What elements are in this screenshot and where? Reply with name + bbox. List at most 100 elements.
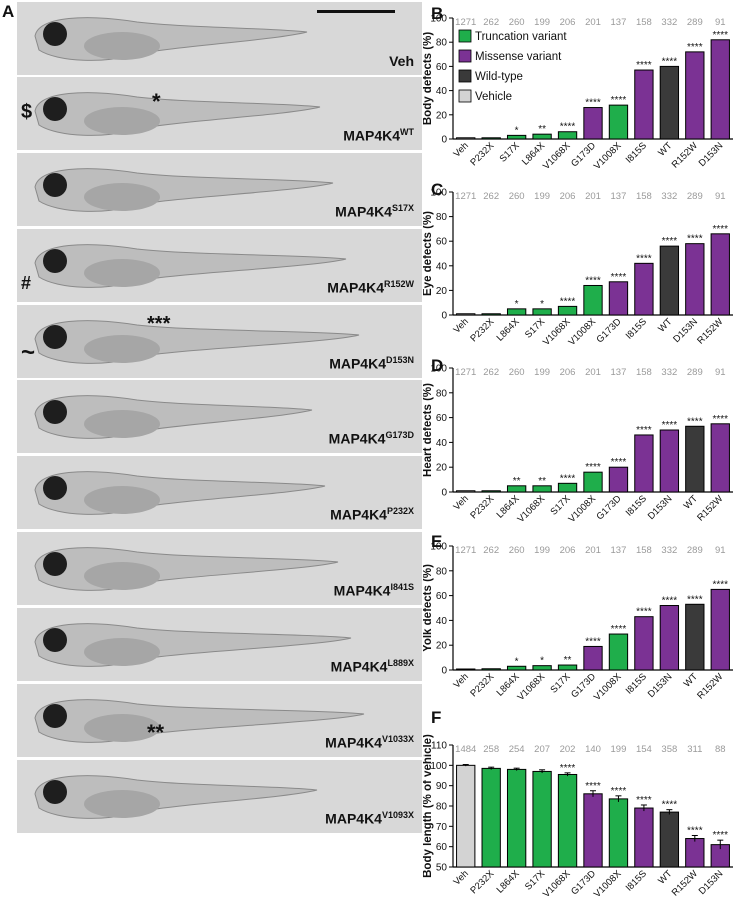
y-tick-label: 0 xyxy=(441,666,447,677)
y-tick-label: 20 xyxy=(436,463,448,474)
sample-size-label: 311 xyxy=(687,744,702,755)
significance-label: * xyxy=(540,299,544,310)
significance-label: **** xyxy=(611,95,627,106)
sample-size-label: 1484 xyxy=(455,744,476,755)
legend-label: Wild-type xyxy=(475,71,523,83)
zebrafish-larva-image xyxy=(34,10,395,61)
significance-label: **** xyxy=(662,800,678,811)
bar xyxy=(583,645,603,671)
bar xyxy=(532,485,552,493)
significance-label: **** xyxy=(560,473,576,484)
bar xyxy=(583,471,603,493)
y-tick-label: 60 xyxy=(436,842,448,853)
bar xyxy=(456,490,476,493)
y-tick-label: 60 xyxy=(436,62,448,73)
sample-size-label: 332 xyxy=(661,191,677,202)
fish-row-label-variant: R152W xyxy=(383,279,414,290)
y-tick-label: 40 xyxy=(436,438,448,449)
x-tick-label: G173D xyxy=(595,493,624,522)
sample-size-label: 158 xyxy=(636,545,652,556)
bar xyxy=(506,308,527,316)
bar xyxy=(481,137,501,140)
significance-label: **** xyxy=(560,296,576,307)
fish-row-label-variant: G173D xyxy=(385,430,414,441)
sample-size-label: 140 xyxy=(585,744,601,755)
bar xyxy=(557,305,578,316)
significance-label: **** xyxy=(662,420,678,431)
significance-label: **** xyxy=(585,98,601,109)
sample-size-label: 91 xyxy=(715,545,726,556)
significance-label: **** xyxy=(712,30,728,41)
bar xyxy=(481,668,501,671)
zebrafish-larva-image xyxy=(34,547,339,591)
y-tick-label: 0 xyxy=(441,488,447,499)
sample-size-label: 199 xyxy=(534,545,550,556)
x-tick-label: R152W xyxy=(695,671,725,701)
sample-size-label: 202 xyxy=(560,744,576,755)
x-tick-label: V1068X xyxy=(541,868,573,900)
sample-size-label: 206 xyxy=(560,545,576,556)
bar xyxy=(685,51,705,140)
fish-image-row: MAP4K4L889X xyxy=(17,608,422,681)
sample-size-label: 262 xyxy=(483,545,499,556)
fish-row-label-main: MAP4K4 xyxy=(329,356,386,372)
fish-row-label: MAP4K4WT xyxy=(343,127,414,144)
bar xyxy=(532,770,552,868)
sample-size-label: 137 xyxy=(611,367,627,378)
bar xyxy=(506,134,527,140)
bar xyxy=(659,245,680,316)
x-tick-label: V1068X xyxy=(516,671,548,703)
bar xyxy=(634,69,654,140)
fish-image-row: MAP4K4P232X xyxy=(17,456,422,529)
bar xyxy=(710,423,730,493)
fish-image-panel: A Veh MAP4K4WT $ * MAP4K4S17X MAP4K4R152W # MAP… xyxy=(2,2,422,833)
x-tick-label: G173D xyxy=(595,316,624,345)
x-tick-label: P232X xyxy=(468,671,496,699)
sample-size-label: 199 xyxy=(534,367,550,378)
x-tick-label: V1008X xyxy=(592,671,624,703)
fish-row-label: MAP4K4S17X xyxy=(335,203,414,220)
sample-size-label: 332 xyxy=(661,545,677,556)
x-tick-label: I815S xyxy=(624,316,649,341)
x-tick-label: P232X xyxy=(468,316,496,344)
phenotype-marker: ~ xyxy=(21,339,36,366)
bar xyxy=(557,664,578,671)
sample-size-label: 289 xyxy=(687,191,703,202)
significance-label: **** xyxy=(662,596,678,607)
y-tick-label: 60 xyxy=(436,237,448,248)
y-axis-title: Body length (% of vehicle) xyxy=(423,734,434,878)
phenotype-marker: *** xyxy=(147,313,171,335)
sample-size-label: 289 xyxy=(687,17,703,28)
x-tick-label: D153N xyxy=(697,868,726,897)
fish-row-label-main: MAP4K4 xyxy=(330,507,387,523)
y-tick-label: 110 xyxy=(431,741,447,752)
fish-row-label: MAP4K4R152W xyxy=(327,279,414,296)
sample-size-label: 1271 xyxy=(455,191,476,202)
x-tick-label: L864X xyxy=(495,316,523,344)
zebrafish-larva-image xyxy=(34,395,313,439)
zebrafish-larva-image xyxy=(34,320,360,364)
zebrafish-larva-image xyxy=(34,471,326,515)
fish-row-label-main: MAP4K4 xyxy=(343,128,400,144)
panel-label-b: B xyxy=(431,4,444,23)
bar xyxy=(583,793,603,868)
x-tick-label: WT xyxy=(656,868,674,886)
significance-label: **** xyxy=(712,414,728,425)
y-tick-label: 50 xyxy=(436,863,448,874)
significance-label: **** xyxy=(585,275,601,286)
sample-size-label: 260 xyxy=(509,191,525,202)
significance-label: **** xyxy=(585,462,601,473)
fish-row-label: MAP4K4I841S xyxy=(334,582,414,599)
zebrafish-larva-image xyxy=(34,699,365,743)
y-tick-label: 40 xyxy=(436,86,448,97)
bar xyxy=(532,133,552,140)
y-tick-label: 20 xyxy=(436,641,448,652)
y-axis-title: Eye defects (%) xyxy=(423,211,434,296)
zebrafish-larva-image xyxy=(34,168,334,212)
bar xyxy=(659,605,680,671)
x-tick-label: I815S xyxy=(624,868,649,893)
x-tick-label: P232X xyxy=(468,868,496,896)
significance-label: * xyxy=(515,656,519,667)
sample-size-label: 1271 xyxy=(455,367,476,378)
fish-row-label-variant: S17X xyxy=(391,203,414,214)
